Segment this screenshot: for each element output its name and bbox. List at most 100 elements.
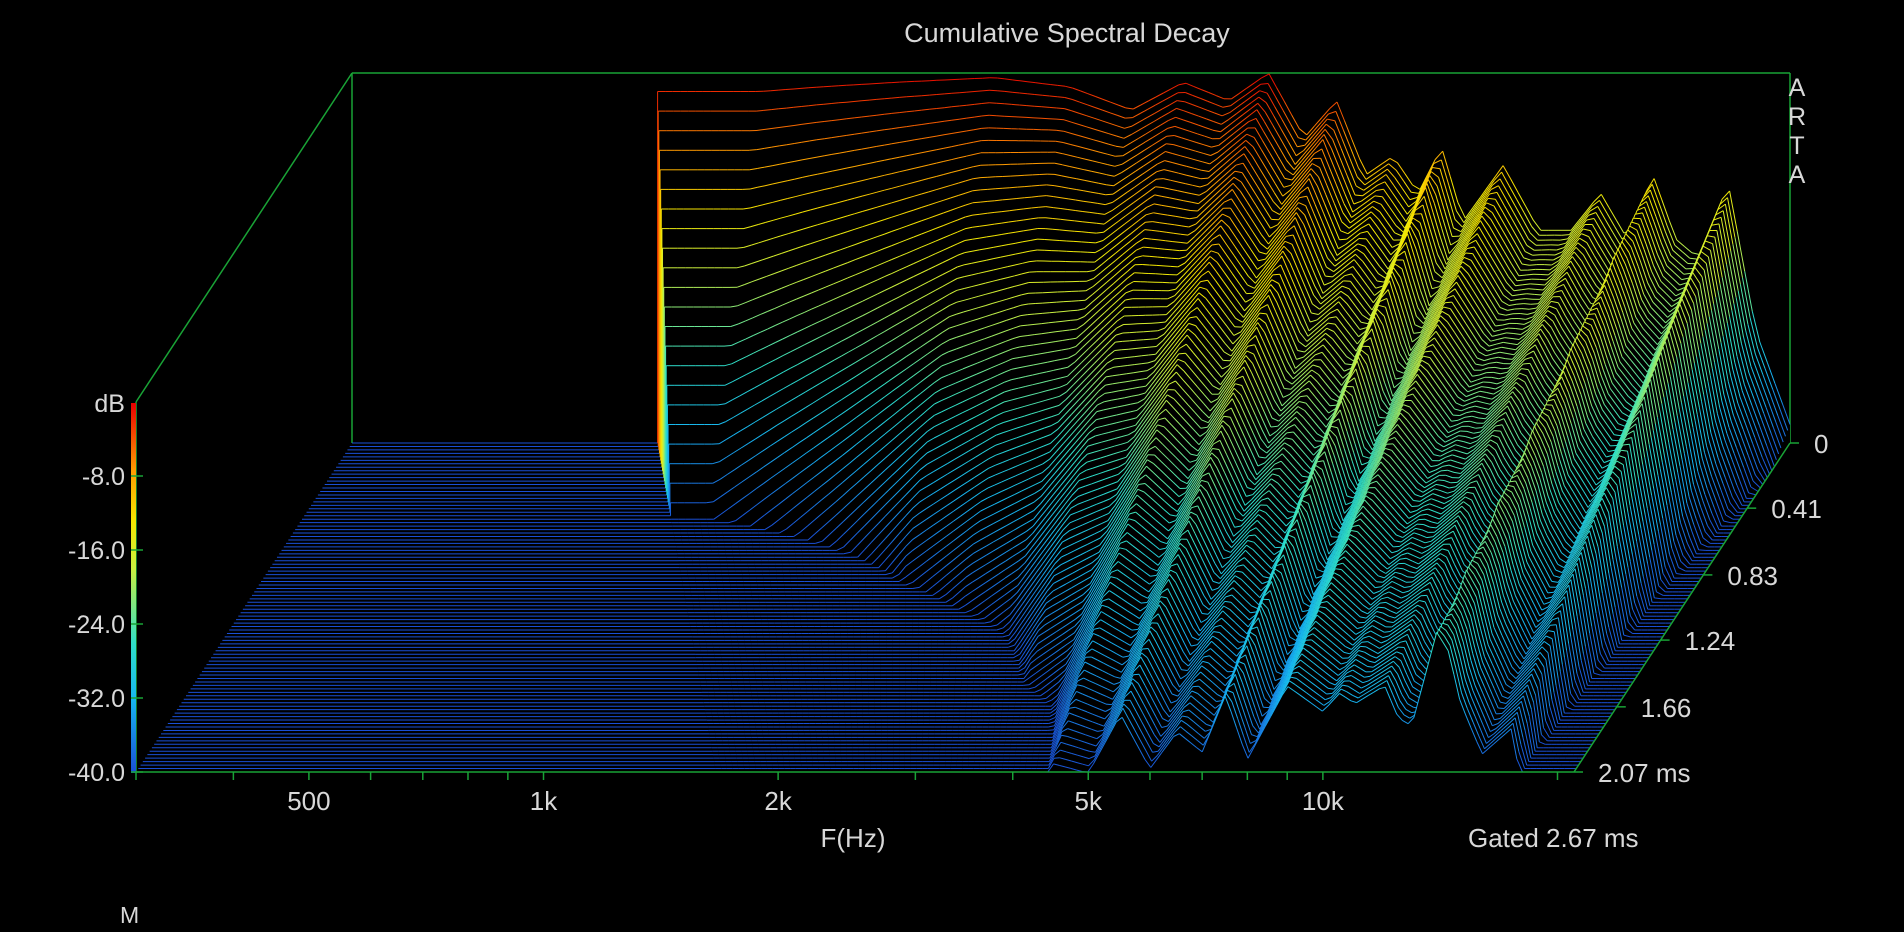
slice-segment [1099,162,1108,165]
slice-segment [1359,158,1368,175]
slice-segment [1369,184,1378,191]
slice-segment [1691,252,1700,255]
slice-segment [1154,108,1163,114]
slice-segment [1394,177,1403,189]
slice-segment [973,127,982,131]
slice-segment [936,147,944,151]
slice-segment [1599,200,1608,214]
slice-segment [1238,140,1247,147]
slice-segment [1069,166,1078,169]
slice-segment [1263,121,1273,135]
slice-segment [966,103,975,106]
slice-segment [1373,200,1382,205]
slice-segment [1302,146,1311,157]
slice-segment [1604,219,1614,233]
slice-segment [1474,215,1483,227]
slice-segment [1658,286,1667,295]
slice-segment [1409,196,1418,201]
slice-segment [1211,144,1219,148]
slice-segment [810,257,819,261]
slice-segment [1534,293,1542,296]
slice-segment [1366,168,1376,175]
slice-segment [1484,206,1493,214]
slice-segment [1097,202,1106,206]
slice-segment [1363,211,1372,218]
slice-segment [1200,97,1209,102]
slice-segment [1150,247,1158,249]
slice-segment [1085,137,1094,141]
slice-segment [1208,164,1217,172]
slice-segment [1657,210,1666,232]
slice-segment [913,179,922,183]
slice-segment [1145,221,1153,223]
slice-segment [1280,128,1290,143]
slice-segment [928,162,937,166]
slice-segment [899,211,907,216]
slice-segment [958,180,966,184]
slice-segment [1101,120,1110,124]
slice-segment [808,121,817,124]
slice-segment [1734,362,1743,391]
slice-segment [1061,186,1069,189]
slice-segment [1108,143,1117,147]
slice-segment [1490,219,1499,233]
slice-segment [1260,158,1269,172]
slice-segment [958,192,966,196]
slice-segment [758,258,767,262]
slice-segment [1662,237,1672,256]
slice-segment [1309,137,1318,148]
slice-segment [1502,165,1512,180]
slice-segment [1333,203,1343,222]
slice-segment [1672,249,1681,258]
slice-segment [1075,199,1084,202]
slice-segment [1148,96,1157,102]
slice-segment [1566,242,1575,252]
slice-segment [1063,119,1072,123]
slice-segment [1585,201,1595,212]
slice-segment [951,118,960,121]
slice-segment [1109,112,1118,116]
slice-segment [1651,184,1661,206]
slice-segment [1761,419,1770,440]
slice-segment [1252,83,1261,91]
slice-segment [1373,168,1382,175]
slice-segment [1324,129,1334,140]
slice-segment [1416,196,1425,207]
slice-segment [1212,129,1221,133]
slice-segment [921,204,929,208]
slice-segment [1521,263,1530,266]
slice-segment [1647,195,1657,217]
slice-segment [861,99,870,102]
slice-segment [1766,362,1776,384]
slice-segment [950,207,959,211]
slice-segment [764,165,773,168]
slice-segment [1208,92,1217,97]
slice-segment [1719,283,1728,324]
slice-segment [1224,146,1233,153]
slice-segment [1462,228,1471,240]
slice-segment [757,166,765,169]
slice-segment [1510,178,1519,194]
slice-segment [1172,153,1181,157]
slice-segment [1431,220,1440,246]
slice-segment [1636,229,1645,250]
slice-segment [1564,246,1573,257]
slice-segment [1608,207,1617,221]
slice-segment [1401,220,1410,237]
slice-segment [1165,151,1173,155]
slice-segment [787,178,795,182]
slice-segment [1321,148,1330,168]
slice-segment [884,143,892,146]
slice-segment [1298,128,1308,136]
slice-segment [1017,186,1025,188]
slice-segment [788,230,796,235]
slice-segment [1677,286,1686,291]
slice-segment [1615,219,1625,234]
slice-segment [1423,196,1433,222]
slice-segment [1218,139,1227,146]
slice-segment [1462,216,1471,228]
slice-segment [1454,219,1463,228]
slice-segment [1344,194,1354,213]
slice-segment [1157,151,1166,157]
slice-segment [1745,330,1754,361]
